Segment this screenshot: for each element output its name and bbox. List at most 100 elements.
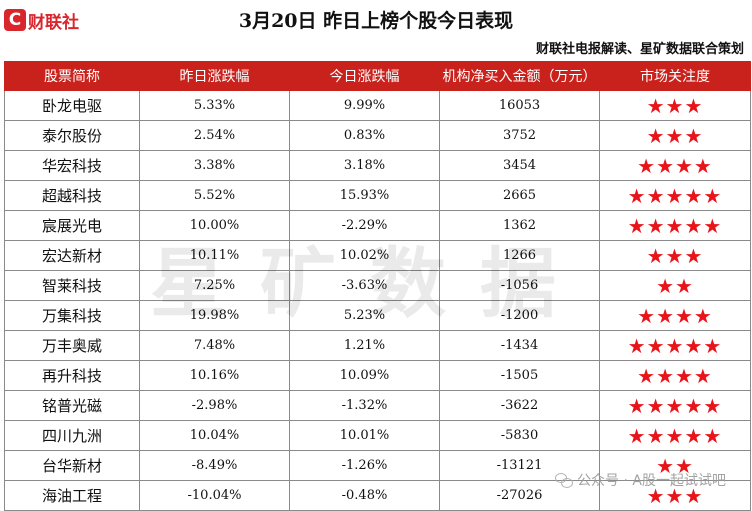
today-change-cell: 3.18%: [289, 150, 440, 181]
today-change-cell: -1.32%: [289, 390, 440, 421]
table-row: 万集科技 19.98% 5.23% -1200 ★★★★: [4, 300, 751, 331]
net-buy-cell: 3454: [439, 150, 600, 181]
attention-stars-icon: ★★★: [646, 483, 704, 508]
stock-name-cell: 卧龙电驱: [4, 90, 140, 121]
attention-stars-icon: ★★★: [646, 123, 704, 148]
yesterday-change-cell: 2.54%: [139, 120, 290, 151]
attention-cell: ★★★: [599, 90, 751, 121]
stock-name-cell: 铭普光磁: [4, 390, 140, 421]
stock-table: 股票简称 昨日涨跌幅 今日涨跌幅 机构净买入金额（万元） 市场关注度 卧龙电驱 5…: [4, 61, 751, 511]
net-buy-cell: -1434: [439, 330, 600, 361]
attention-stars-icon: ★★★★★: [627, 333, 723, 358]
net-buy-cell: -3622: [439, 390, 600, 421]
table-row: 台华新材 -8.49% -1.26% -13121 ★★: [4, 450, 751, 481]
attention-stars-icon: ★★★★★: [627, 393, 723, 418]
table-row: 再升科技 10.16% 10.09% -1505 ★★★★: [4, 360, 751, 391]
table-row: 泰尔股份 2.54% 0.83% 3752 ★★★: [4, 120, 751, 151]
yesterday-change-cell: 10.00%: [139, 210, 290, 241]
net-buy-cell: 3752: [439, 120, 600, 151]
attention-cell: ★★★★: [599, 360, 751, 391]
attention-stars-icon: ★★★★: [637, 303, 713, 328]
attention-stars-icon: ★★★: [646, 243, 704, 268]
stock-name-cell: 再升科技: [4, 360, 140, 391]
wechat-attribution: 公众号 · A股一起试试吧: [555, 470, 726, 490]
header-stock-name: 股票简称: [4, 61, 140, 91]
net-buy-cell: 1266: [439, 240, 600, 271]
today-change-cell: 0.83%: [289, 120, 440, 151]
attention-cell: ★★: [599, 450, 751, 481]
attention-stars-icon: ★★★★★: [627, 213, 723, 238]
stock-name-cell: 宏达新材: [4, 240, 140, 271]
today-change-cell: 5.23%: [289, 300, 440, 331]
table-header-row: 股票简称 昨日涨跌幅 今日涨跌幅 机构净买入金额（万元） 市场关注度: [4, 61, 751, 91]
attention-stars-icon: ★★★: [646, 93, 704, 118]
attention-cell: ★★★★★: [599, 180, 751, 211]
table-row: 卧龙电驱 5.33% 9.99% 16053 ★★★: [4, 90, 751, 121]
yesterday-change-cell: -10.04%: [139, 480, 290, 511]
net-buy-cell: -1505: [439, 360, 600, 391]
wechat-label: 公众号 · A股一起试试吧: [577, 473, 726, 489]
today-change-cell: 10.09%: [289, 360, 440, 391]
attention-stars-icon: ★★★★: [637, 153, 713, 178]
header-yesterday-change: 昨日涨跌幅: [139, 61, 290, 91]
today-change-cell: 1.21%: [289, 330, 440, 361]
net-buy-cell: 2665: [439, 180, 600, 211]
attention-cell: ★★★: [599, 240, 751, 271]
yesterday-change-cell: 5.52%: [139, 180, 290, 211]
attention-cell: ★★★★★: [599, 420, 751, 451]
page-title: 3月20日 昨日上榜个股今日表现: [238, 10, 514, 32]
header-attention: 市场关注度: [599, 61, 751, 91]
net-buy-cell: -5830: [439, 420, 600, 451]
attention-cell: ★★★★★: [599, 390, 751, 421]
net-buy-cell: -1200: [439, 300, 600, 331]
stock-name-cell: 超越科技: [4, 180, 140, 211]
attention-cell: ★★★★★: [599, 330, 751, 361]
stock-name-cell: 台华新材: [4, 450, 140, 481]
yesterday-change-cell: 10.04%: [139, 420, 290, 451]
net-buy-cell: -13121: [439, 450, 600, 481]
stock-name-cell: 海油工程: [4, 480, 140, 511]
stock-name-cell: 宸展光电: [4, 210, 140, 241]
logo-text: 财联社: [28, 12, 79, 33]
yesterday-change-cell: 7.48%: [139, 330, 290, 361]
attention-stars-icon: ★★: [656, 453, 694, 478]
attention-cell: ★★★: [599, 480, 751, 511]
table-row: 宸展光电 10.00% -2.29% 1362 ★★★★★: [4, 210, 751, 241]
today-change-cell: 9.99%: [289, 90, 440, 121]
attention-cell: ★★★★: [599, 150, 751, 181]
today-change-cell: -0.48%: [289, 480, 440, 511]
attention-cell: ★★: [599, 270, 751, 301]
attention-cell: ★★★★: [599, 300, 751, 331]
net-buy-cell: -1056: [439, 270, 600, 301]
header-today-change: 今日涨跌幅: [289, 61, 440, 91]
net-buy-cell: -27026: [439, 480, 600, 511]
stock-name-cell: 四川九洲: [4, 420, 140, 451]
today-change-cell: -1.26%: [289, 450, 440, 481]
table-row: 超越科技 5.52% 15.93% 2665 ★★★★★: [4, 180, 751, 211]
stock-name-cell: 万丰奥威: [4, 330, 140, 361]
yesterday-change-cell: 10.16%: [139, 360, 290, 391]
today-change-cell: -2.29%: [289, 210, 440, 241]
yesterday-change-cell: 7.25%: [139, 270, 290, 301]
attention-cell: ★★★: [599, 120, 751, 151]
yesterday-change-cell: 10.11%: [139, 240, 290, 271]
attention-stars-icon: ★★★★: [637, 363, 713, 388]
yesterday-change-cell: 5.33%: [139, 90, 290, 121]
table-body: 卧龙电驱 5.33% 9.99% 16053 ★★★ 泰尔股份 2.54% 0.83% 3752…: [4, 90, 751, 511]
yesterday-change-cell: 3.38%: [139, 150, 290, 181]
logo-mark: C: [4, 9, 26, 31]
attention-stars-icon: ★★★★★: [627, 183, 723, 208]
stock-name-cell: 华宏科技: [4, 150, 140, 181]
today-change-cell: 10.01%: [289, 420, 440, 451]
table-row: 海油工程 -10.04% -0.48% -27026 ★★★: [4, 480, 751, 511]
yesterday-change-cell: -8.49%: [139, 450, 290, 481]
table-row: 万丰奥威 7.48% 1.21% -1434 ★★★★★: [4, 330, 751, 361]
yesterday-change-cell: 19.98%: [139, 300, 290, 331]
net-buy-cell: 16053: [439, 90, 600, 121]
table-row: 铭普光磁 -2.98% -1.32% -3622 ★★★★★: [4, 390, 751, 421]
stock-name-cell: 智莱科技: [4, 270, 140, 301]
table-row: 四川九洲 10.04% 10.01% -5830 ★★★★★: [4, 420, 751, 451]
table-row: 华宏科技 3.38% 3.18% 3454 ★★★★: [4, 150, 751, 181]
stock-name-cell: 万集科技: [4, 300, 140, 331]
attention-cell: ★★★★★: [599, 210, 751, 241]
